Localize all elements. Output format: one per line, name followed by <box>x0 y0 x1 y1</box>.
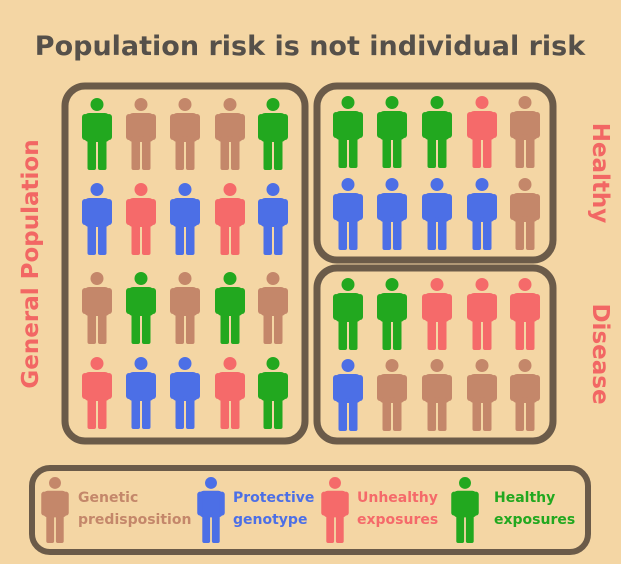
legend-label-genetic: Genetic predisposition <box>78 490 191 528</box>
protective-person-icon <box>126 357 156 429</box>
genetic-person-icon <box>467 359 497 431</box>
protective-person-icon <box>258 183 288 255</box>
general-population-box <box>61 82 309 445</box>
legend-box <box>29 465 591 555</box>
genetic-person-icon <box>377 359 407 431</box>
genetic-person-icon <box>170 272 200 344</box>
unhealthy-person-icon <box>126 183 156 255</box>
healthy-person-icon <box>126 272 156 344</box>
genetic-person-icon <box>510 359 540 431</box>
unhealthy-person-icon <box>467 278 497 350</box>
protective-person-icon <box>422 178 452 250</box>
unhealthy-person-icon <box>82 357 112 429</box>
disease-label: Disease <box>587 303 613 404</box>
healthy-legend-person-icon <box>451 477 479 543</box>
protective-person-icon <box>467 178 497 250</box>
healthy-grid <box>333 96 540 250</box>
genetic-person-icon <box>510 178 540 250</box>
disease-box <box>313 264 557 445</box>
diagram-title: Population risk is not individual risk <box>35 31 586 62</box>
protective-legend-person-icon <box>197 477 225 543</box>
protective-person-icon <box>82 183 112 255</box>
general-population-label: General Population <box>18 139 44 388</box>
legend-label-protective: Protective genotype <box>233 490 314 528</box>
genetic-person-icon <box>510 96 540 168</box>
genetic-person-icon <box>422 359 452 431</box>
genetic-person-icon <box>126 98 156 170</box>
healthy-person-icon <box>258 98 288 170</box>
healthy-person-icon <box>377 278 407 350</box>
protective-person-icon <box>170 357 200 429</box>
genetic-person-icon <box>82 272 112 344</box>
healthy-person-icon <box>215 272 245 344</box>
protective-person-icon <box>377 178 407 250</box>
healthy-person-icon <box>258 357 288 429</box>
unhealthy-person-icon <box>422 278 452 350</box>
healthy-person-icon <box>82 98 112 170</box>
healthy-person-icon <box>333 96 363 168</box>
unhealthy-person-icon <box>467 96 497 168</box>
genetic-person-icon <box>215 98 245 170</box>
legend-label-healthy: Healthy exposures <box>494 490 575 528</box>
unhealthy-legend-person-icon <box>321 477 349 543</box>
protective-person-icon <box>170 183 200 255</box>
disease-grid <box>333 278 540 431</box>
genetic-legend-person-icon <box>41 477 69 543</box>
healthy-person-icon <box>333 278 363 350</box>
unhealthy-person-icon <box>215 183 245 255</box>
healthy-person-icon <box>377 96 407 168</box>
legend: Genetic predisposition Protective genotype U… <box>41 477 575 543</box>
legend-label-unhealthy: Unhealthy exposures <box>357 490 438 528</box>
genetic-person-icon <box>258 272 288 344</box>
protective-person-icon <box>333 178 363 250</box>
general-population-grid <box>82 98 288 429</box>
healthy-box <box>313 82 557 264</box>
unhealthy-person-icon <box>215 357 245 429</box>
protective-person-icon <box>333 359 363 431</box>
genetic-person-icon <box>170 98 200 170</box>
unhealthy-person-icon <box>510 278 540 350</box>
healthy-label: Healthy <box>587 123 613 224</box>
healthy-person-icon <box>422 96 452 168</box>
